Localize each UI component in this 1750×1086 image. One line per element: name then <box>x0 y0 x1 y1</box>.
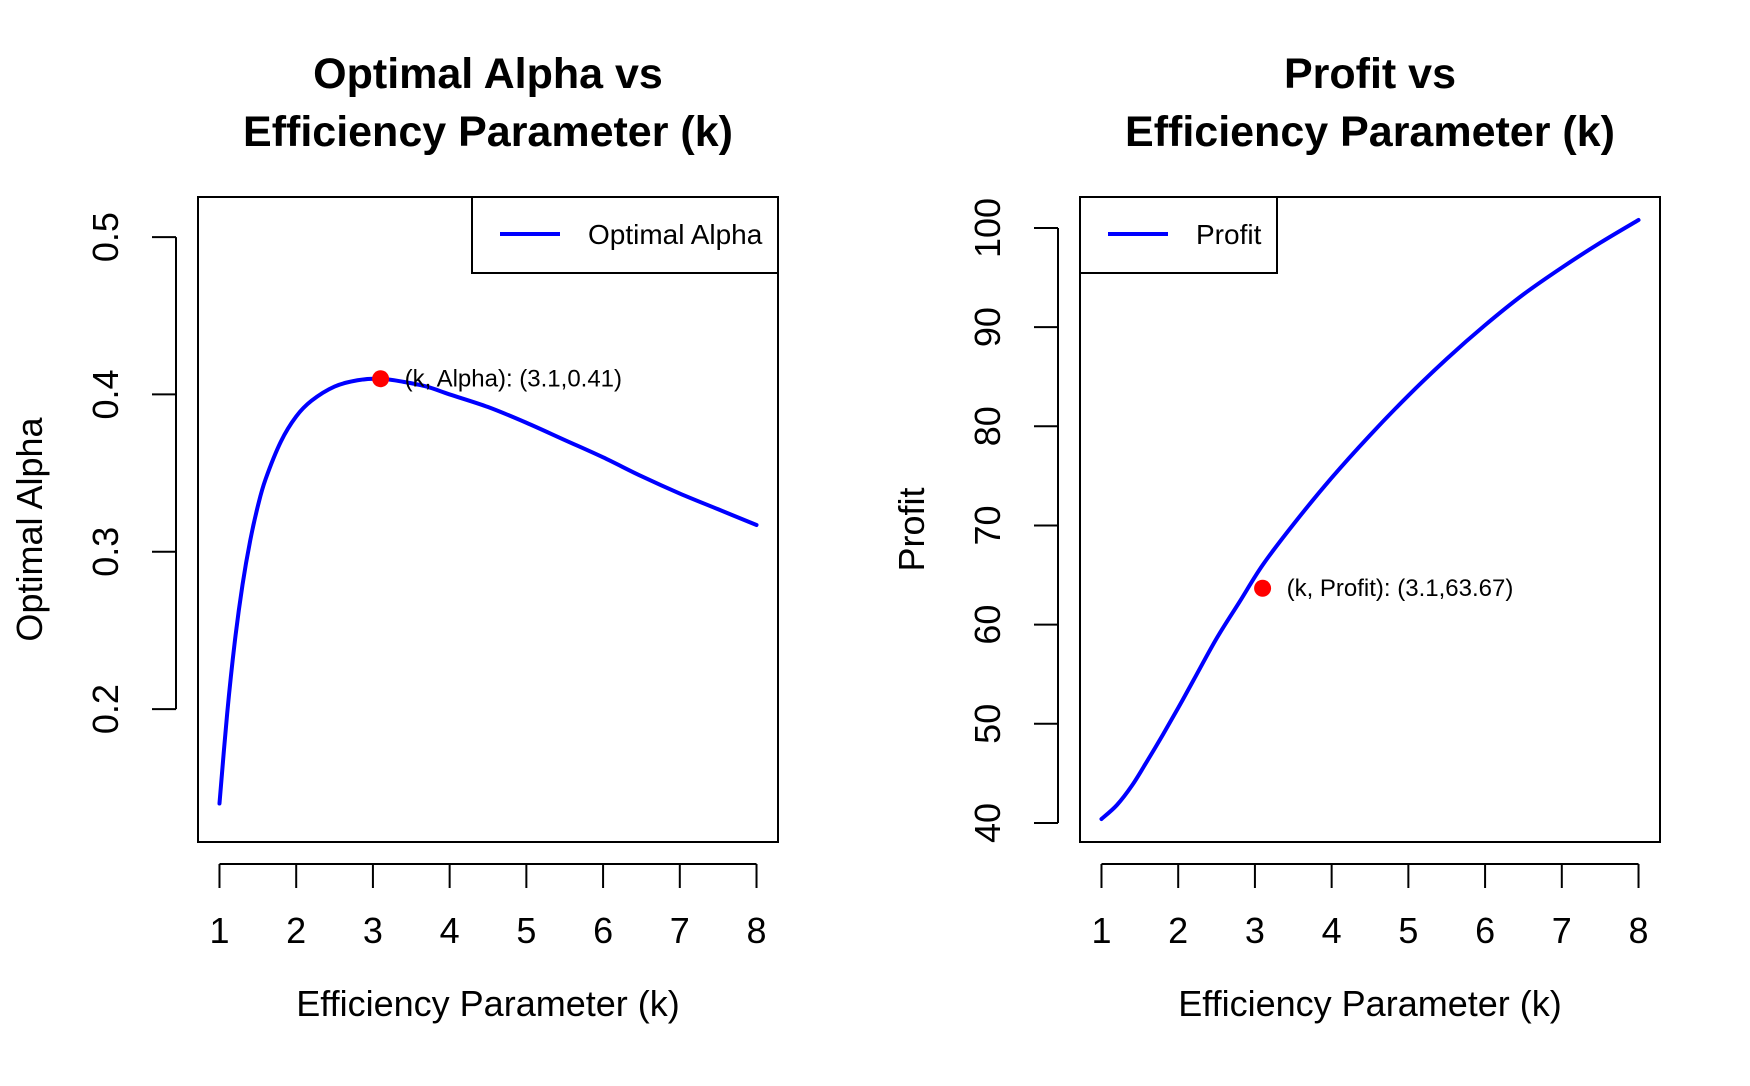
y-axis: 40 50 60 70 80 90 100 <box>967 198 1059 843</box>
chart-title-line: Optimal Alpha vs <box>313 50 663 98</box>
x-tick-label: 6 <box>1475 910 1495 951</box>
x-tick-label: 3 <box>363 910 383 951</box>
y-tick-label: 0.3 <box>85 527 126 577</box>
x-tick-label: 8 <box>747 910 767 951</box>
x-tick-label: 1 <box>209 910 229 951</box>
point-annotation: (k, Profit): (3.1,63.67) <box>1287 575 1514 602</box>
legend: Profit <box>1079 196 1278 274</box>
x-tick-label: 4 <box>440 910 460 951</box>
x-tick-label: 2 <box>286 910 306 951</box>
y-axis-label: Optimal Alpha <box>9 416 50 641</box>
y-tick-label: 90 <box>967 307 1008 347</box>
series-line-1 <box>217 376 759 806</box>
y-tick-label: 50 <box>967 704 1008 744</box>
x-tick-label: 4 <box>1322 910 1342 951</box>
chart-title-line: Profit vs <box>1284 50 1456 98</box>
y-axis-label: Profit <box>891 487 932 571</box>
series-line-1 <box>1099 218 1641 821</box>
highlight-point <box>1254 579 1272 597</box>
x-tick-label: 8 <box>1629 910 1649 951</box>
x-tick-label: 1 <box>1091 910 1111 951</box>
y-tick-label: 70 <box>967 505 1008 545</box>
chart-title-line: Efficiency Parameter (k) <box>243 108 733 156</box>
legend: Optimal Alpha <box>471 196 779 274</box>
chart-panel-1: Optimal Alpha vs Efficiency Parameter (k)… <box>9 50 779 1024</box>
x-axis: 1 2 3 4 5 6 7 8 <box>209 863 767 951</box>
x-tick-label: 7 <box>1552 910 1572 951</box>
x-tick-label: 6 <box>593 910 613 951</box>
y-tick-label: 0.2 <box>85 684 126 734</box>
chart-title-line: Efficiency Parameter (k) <box>1125 108 1615 156</box>
y-tick-label: 0.5 <box>85 212 126 262</box>
y-tick-label: 60 <box>967 605 1008 645</box>
y-tick-label: 80 <box>967 406 1008 446</box>
x-tick-label: 3 <box>1245 910 1265 951</box>
plot-frame <box>1079 196 1661 843</box>
y-tick-label: 100 <box>967 198 1008 258</box>
chart-panel-2: Profit vs Efficiency Parameter (k) 1 2 3 4 5 6 7… <box>891 50 1661 1024</box>
x-tick-label: 7 <box>670 910 690 951</box>
plot-frame <box>197 196 779 843</box>
x-tick-label: 2 <box>1168 910 1188 951</box>
point-annotation: (k, Alpha): (3.1,0.41) <box>405 366 622 393</box>
y-axis: 0.2 0.3 0.4 0.5 <box>85 212 177 734</box>
legend-label: Optimal Alpha <box>588 219 763 250</box>
x-tick-label: 5 <box>1398 910 1418 951</box>
x-axis-label: Efficiency Parameter (k) <box>296 983 679 1024</box>
y-tick-label: 40 <box>967 803 1008 843</box>
x-axis: 1 2 3 4 5 6 7 8 <box>1091 863 1649 951</box>
highlight-point <box>372 370 390 388</box>
y-tick-label: 0.4 <box>85 369 126 419</box>
x-tick-label: 5 <box>516 910 536 951</box>
x-axis-label: Efficiency Parameter (k) <box>1178 983 1561 1024</box>
legend-label: Profit <box>1196 219 1262 250</box>
